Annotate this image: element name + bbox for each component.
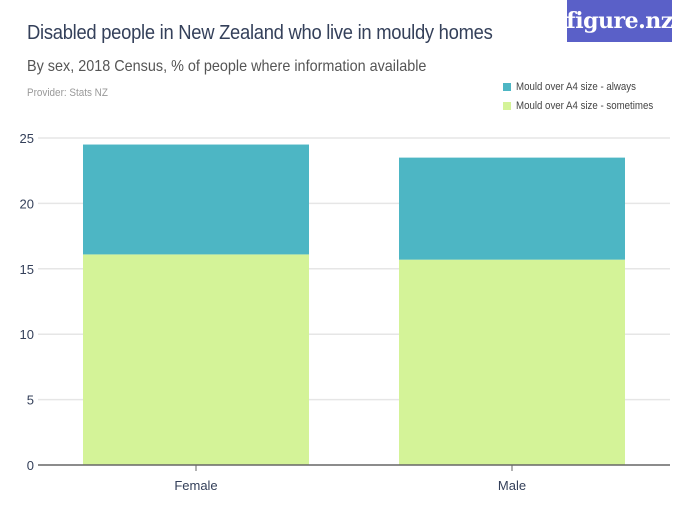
x-tick-label: Male <box>498 478 526 493</box>
bar-segment[interactable] <box>83 254 309 465</box>
y-tick-label: 10 <box>20 327 34 342</box>
chart-title: Disabled people in New Zealand who live … <box>27 22 493 44</box>
legend-swatch-sometimes <box>503 101 511 110</box>
legend-swatch-always <box>503 82 511 91</box>
y-tick-label: 25 <box>20 131 34 146</box>
figure-nz-logo[interactable]: figure.nz <box>566 0 673 42</box>
x-tick-label: Female <box>174 478 217 493</box>
legend-item-sometimes: Mould over A4 size - sometimes <box>503 96 672 115</box>
legend-label: Mould over A4 size - always <box>516 80 636 93</box>
provider-label: Provider: Stats NZ <box>27 87 108 99</box>
y-tick-label: 20 <box>20 196 34 211</box>
y-tick-label: 0 <box>27 458 34 473</box>
y-tick-label: 15 <box>20 262 34 277</box>
legend-label: Mould over A4 size - sometimes <box>516 99 654 112</box>
legend: Mould over A4 size - always Mould over A… <box>503 77 672 115</box>
bar-segment[interactable] <box>399 157 625 260</box>
y-tick-label: 5 <box>27 393 34 408</box>
bar-segment[interactable] <box>83 144 309 255</box>
legend-item-always: Mould over A4 size - always <box>503 77 672 96</box>
chart-subtitle: By sex, 2018 Census, % of people where i… <box>27 58 427 75</box>
bar-segment[interactable] <box>399 259 625 465</box>
